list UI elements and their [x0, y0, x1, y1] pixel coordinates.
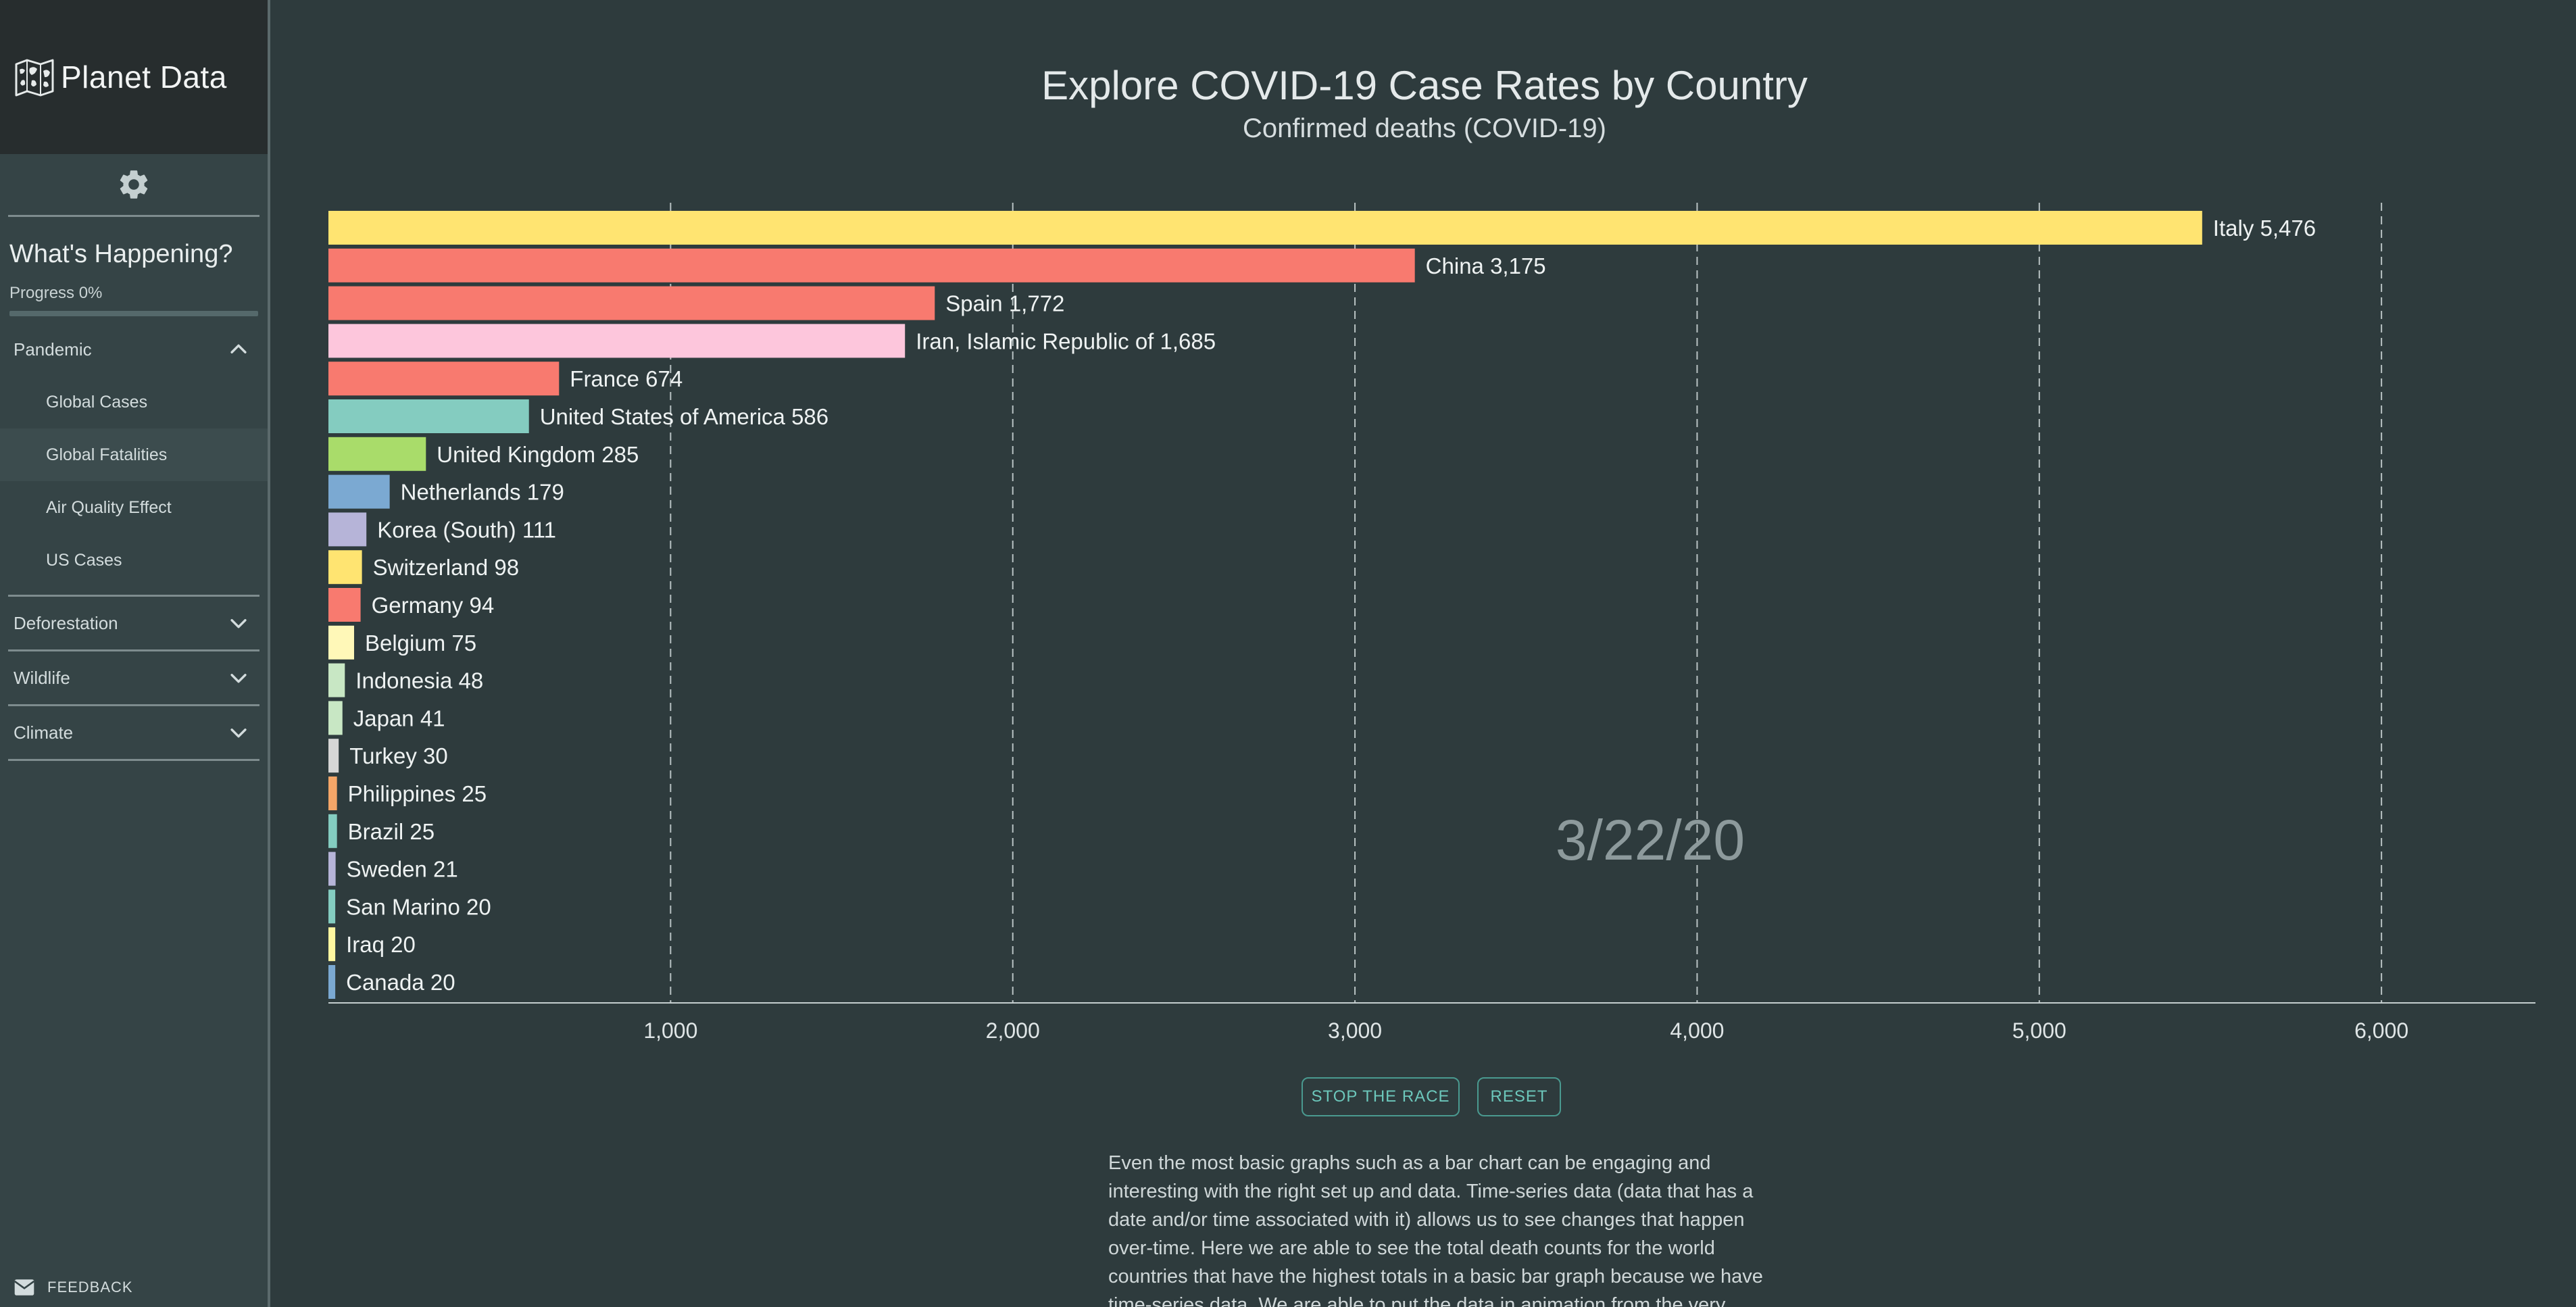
feedback-label: FEEDBACK	[47, 1279, 133, 1296]
nav-item-air-quality-effect[interactable]: Air Quality Effect	[46, 497, 172, 517]
chevron-down-icon	[230, 674, 247, 683]
bar-label: Belgium 75	[365, 631, 476, 656]
bar-label: Netherlands 179	[401, 480, 564, 505]
stop-race-button[interactable]: STOP THE RACE	[1302, 1077, 1460, 1116]
chevron-down-icon	[230, 729, 247, 738]
x-tick-label: 5,000	[2012, 1018, 2066, 1043]
bar-label: Sweden 21	[347, 857, 458, 882]
section-heading: What's Happening?	[9, 240, 233, 268]
bar	[328, 362, 560, 396]
x-tick-label: 6,000	[2354, 1018, 2408, 1043]
bar-label: United States of America 586	[540, 404, 828, 429]
bar-label: United Kingdom 285	[437, 442, 639, 467]
bars	[328, 211, 2202, 999]
progress-bar	[9, 311, 258, 316]
x-tick-label: 4,000	[1670, 1018, 1724, 1043]
nav-section-climate[interactable]: Climate	[0, 706, 268, 759]
bar	[328, 550, 362, 585]
app-title: Planet Data	[61, 59, 227, 95]
settings-button[interactable]	[0, 154, 268, 215]
bar-label: Switzerland 98	[373, 555, 519, 580]
bar	[328, 965, 336, 999]
bar	[328, 814, 337, 848]
bar-label: San Marino 20	[346, 894, 491, 919]
bar	[328, 663, 345, 697]
bar-label: Spain 1,772	[945, 291, 1064, 316]
divider	[8, 215, 259, 217]
nav-item-us-cases[interactable]: US Cases	[46, 550, 122, 570]
bar-label: Turkey 30	[349, 743, 448, 768]
bar-label: Italy 5,476	[2213, 216, 2316, 241]
divider	[8, 759, 259, 761]
divider	[8, 649, 259, 651]
reset-button[interactable]: RESET	[1477, 1077, 1561, 1116]
bar-label: Iraq 20	[346, 932, 416, 957]
nav-item-global-cases[interactable]: Global Cases	[46, 392, 148, 412]
bar	[328, 324, 906, 358]
bar-label: Japan 41	[353, 706, 445, 731]
bar	[328, 776, 337, 810]
bar-label: Iran, Islamic Republic of 1,685	[916, 328, 1216, 353]
bar-label: Philippines 25	[348, 781, 487, 806]
bar	[328, 701, 343, 735]
bar	[328, 437, 426, 471]
nav-section-pandemic[interactable]: Pandemic	[0, 323, 268, 376]
nav-section-wildlife[interactable]: Wildlife	[0, 651, 268, 704]
gridlines	[670, 203, 2383, 1003]
bar-labels: Italy 5,476 China 3,175 Spain 1,772 Iran, I…	[346, 216, 2316, 995]
bar	[328, 474, 390, 509]
bar-label: Indonesia 48	[355, 668, 483, 693]
x-tick-label: 1,000	[643, 1018, 697, 1043]
date-stamp: 3/22/20	[1556, 808, 1745, 872]
chevron-up-icon	[230, 344, 247, 353]
chevron-down-icon	[230, 619, 247, 628]
bar-label: Canada 20	[346, 970, 455, 995]
bar	[328, 625, 354, 660]
bar	[328, 588, 361, 622]
bar-label: Korea (South) 111	[377, 517, 556, 542]
mail-icon	[14, 1279, 35, 1296]
bar	[328, 211, 2202, 245]
bar	[328, 739, 339, 773]
bar	[328, 399, 529, 433]
bar	[328, 852, 336, 886]
bar	[328, 889, 336, 924]
page-title: Explore COVID-19 Case Rates by Country	[1041, 63, 1808, 108]
divider	[8, 704, 259, 706]
bar-label: China 3,175	[1426, 253, 1546, 278]
bar-chart-race: Italy 5,476 China 3,175 Spain 1,772 Iran, I…	[328, 203, 2535, 1043]
bar	[328, 248, 1415, 282]
bar	[328, 512, 367, 547]
description-text: Even the most basic graphs such as a bar…	[1108, 1152, 1763, 1307]
x-tick-label: 3,000	[1328, 1018, 1382, 1043]
page-subtitle: Confirmed deaths (COVID-19)	[1243, 114, 1606, 143]
feedback-link[interactable]: FEEDBACK	[14, 1279, 133, 1296]
bar	[328, 286, 935, 320]
nav-section-label: Pandemic	[14, 339, 92, 360]
x-axis: 1,000 2,000 3,000 4,000 5,000 6,000	[328, 1002, 2535, 1043]
bar	[328, 927, 336, 962]
nav-section-label: Wildlife	[14, 667, 70, 688]
world-map-icon	[15, 59, 54, 97]
nav-item-global-fatalities[interactable]: Global Fatalities	[0, 428, 268, 481]
main-content: Explore COVID-19 Case Rates by Country C…	[273, 0, 2576, 1307]
brand-header[interactable]: Planet Data	[0, 0, 268, 154]
sidebar: Planet Data What's Happening? Progress 0…	[0, 0, 270, 1307]
bar-label: Germany 94	[372, 593, 495, 618]
nav-section-deforestation[interactable]: Deforestation	[0, 597, 268, 649]
gear-icon	[120, 170, 148, 199]
nav-section-label: Deforestation	[14, 612, 118, 633]
progress-label: Progress 0%	[9, 284, 103, 302]
nav-section-label: Climate	[14, 722, 74, 743]
divider	[8, 595, 259, 597]
x-tick-label: 2,000	[986, 1018, 1040, 1043]
bar-label: France 674	[570, 366, 683, 391]
bar-label: Brazil 25	[348, 819, 435, 844]
